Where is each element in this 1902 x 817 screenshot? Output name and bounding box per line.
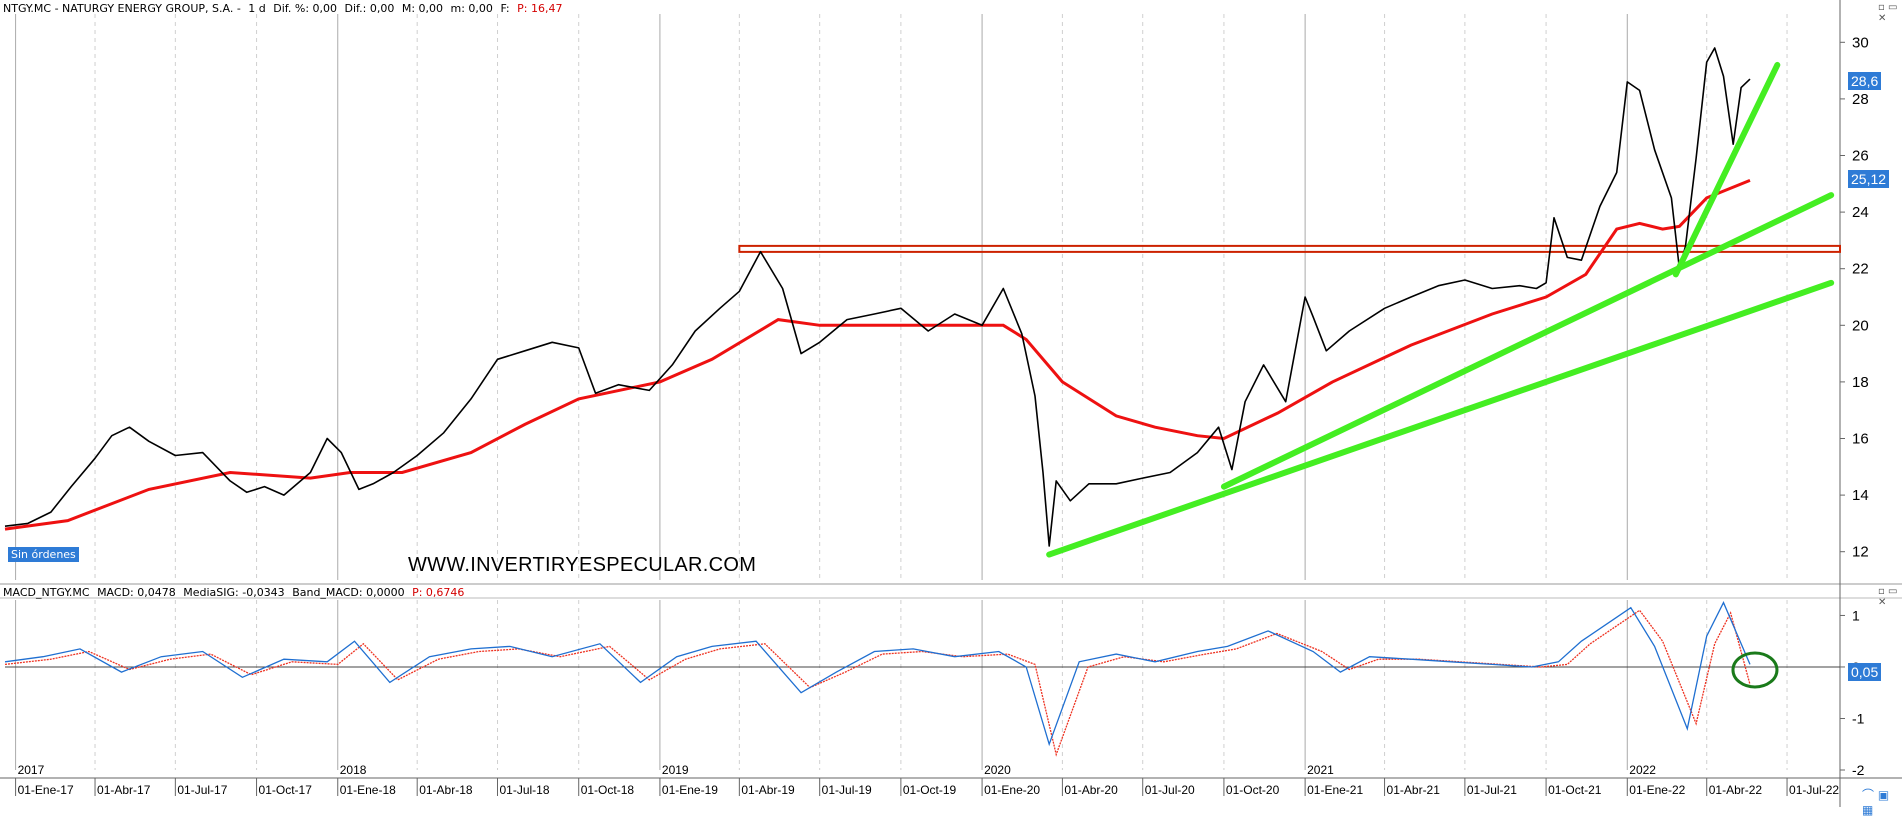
macd-y-tick-label: -1 [1852, 710, 1865, 726]
resistance-line [738, 244, 1841, 253]
x-tick-label: 01-Ene-21 [1307, 783, 1363, 797]
x-tick-label: 01-Abr-19 [741, 783, 795, 797]
y-tick-label: 12 [1852, 544, 1869, 561]
status-badge: Sin órdenes [8, 547, 79, 562]
macd-band-value: Band_MACD: 0,0000 [292, 586, 405, 599]
y-tick-label: 24 [1852, 204, 1869, 221]
x-tick-label: 01-Ene-18 [340, 783, 396, 797]
f-label: F: [500, 2, 510, 15]
macd-y-tick-label: -2 [1852, 762, 1865, 778]
year-label: 2018 [340, 763, 367, 777]
x-tick-label: 01-Ene-20 [984, 783, 1040, 797]
trend-line [1220, 192, 1835, 490]
macd-value-tag: 0,05 [1848, 663, 1882, 681]
y-tick-label: 16 [1852, 431, 1869, 448]
x-tick-label: 01-Oct-18 [581, 783, 635, 797]
price-line [4, 47, 1751, 547]
macd-highlight-circle [1731, 651, 1779, 689]
macd-p-value: P: 0,6746 [412, 586, 465, 599]
macd-signal-value: MediaSIG: -0,0343 [183, 586, 285, 599]
x-tick-label: 01-Abr-18 [419, 783, 473, 797]
macd-value: MACD: 0,0478 [97, 586, 176, 599]
y-tick-label: 26 [1852, 148, 1869, 165]
x-tick-label: 01-Abr-22 [1709, 783, 1763, 797]
year-label: 2017 [18, 763, 45, 777]
moving-average-line [4, 179, 1751, 531]
y-tick-label: 28 [1852, 91, 1869, 108]
price-chart-header: NTGY.MC - NATURGY ENERGY GROUP, S.A. - 1… [3, 2, 566, 15]
window-controls[interactable]: ▫ ▭ ✕ [1878, 2, 1898, 24]
ticker-label: NTGY.MC - NATURGY ENERGY GROUP, S.A. - [3, 2, 241, 15]
x-tick-label: 01-Abr-17 [97, 783, 151, 797]
toolbar-icons[interactable]: ⌒ ▣ ▦ [1862, 788, 1890, 817]
macd-header: MACD_NTGY.MC MACD: 0,0478 MediaSIG: -0,0… [3, 586, 468, 599]
ma-price-tag: 25,12 [1848, 170, 1890, 188]
macd-y-tick-label: 1 [1852, 607, 1860, 623]
y-tick-label: 18 [1852, 374, 1869, 391]
macd-name: MACD_NTGY.MC [3, 586, 90, 599]
y-tick-label: 30 [1852, 34, 1869, 51]
trend-line [1672, 61, 1781, 278]
x-tick-label: 01-Jul-20 [1145, 783, 1195, 797]
x-tick-label: 01-Jul-18 [500, 783, 550, 797]
x-tick-label: 01-Jul-22 [1789, 783, 1839, 797]
x-tick-label: 01-Jul-21 [1467, 783, 1517, 797]
p-label: P: 16,47 [517, 2, 563, 15]
macd-signal-line [4, 609, 1751, 757]
period-label: 1 d [248, 2, 266, 15]
x-tick-label: 01-Oct-19 [903, 783, 957, 797]
year-label: 2020 [984, 763, 1011, 777]
x-tick-label: 01-Jul-19 [822, 783, 872, 797]
macd-window-controls[interactable]: ▫ ▭ ✕ [1878, 586, 1898, 608]
x-tick-label: 01-Oct-21 [1548, 783, 1602, 797]
x-tick-label: 01-Ene-17 [18, 783, 74, 797]
year-label: 2022 [1629, 763, 1656, 777]
x-tick-label: 01-Oct-17 [259, 783, 313, 797]
year-label: 2021 [1307, 763, 1334, 777]
y-tick-label: 14 [1852, 487, 1869, 504]
dif-label: Dif.: 0,00 [344, 2, 395, 15]
min-label: m: 0,00 [450, 2, 493, 15]
y-tick-label: 20 [1852, 317, 1869, 334]
x-tick-label: 01-Oct-20 [1226, 783, 1280, 797]
y-tick-label: 22 [1852, 261, 1869, 278]
x-tick-label: 01-Abr-20 [1064, 783, 1118, 797]
x-tick-label: 01-Ene-19 [662, 783, 718, 797]
last-price-tag: 28,6 [1848, 72, 1882, 90]
dif-pct-label: Dif. %: 0,00 [273, 2, 338, 15]
max-label: M: 0,00 [401, 2, 444, 15]
x-tick-label: 01-Jul-17 [177, 783, 227, 797]
year-label: 2019 [662, 763, 689, 777]
watermark: WWW.INVERTIRYESPECULAR.COM [408, 554, 757, 576]
x-tick-label: 01-Ene-22 [1629, 783, 1685, 797]
trend-line [1046, 279, 1835, 558]
macd-line [4, 601, 1751, 747]
x-tick-label: 01-Abr-21 [1387, 783, 1441, 797]
